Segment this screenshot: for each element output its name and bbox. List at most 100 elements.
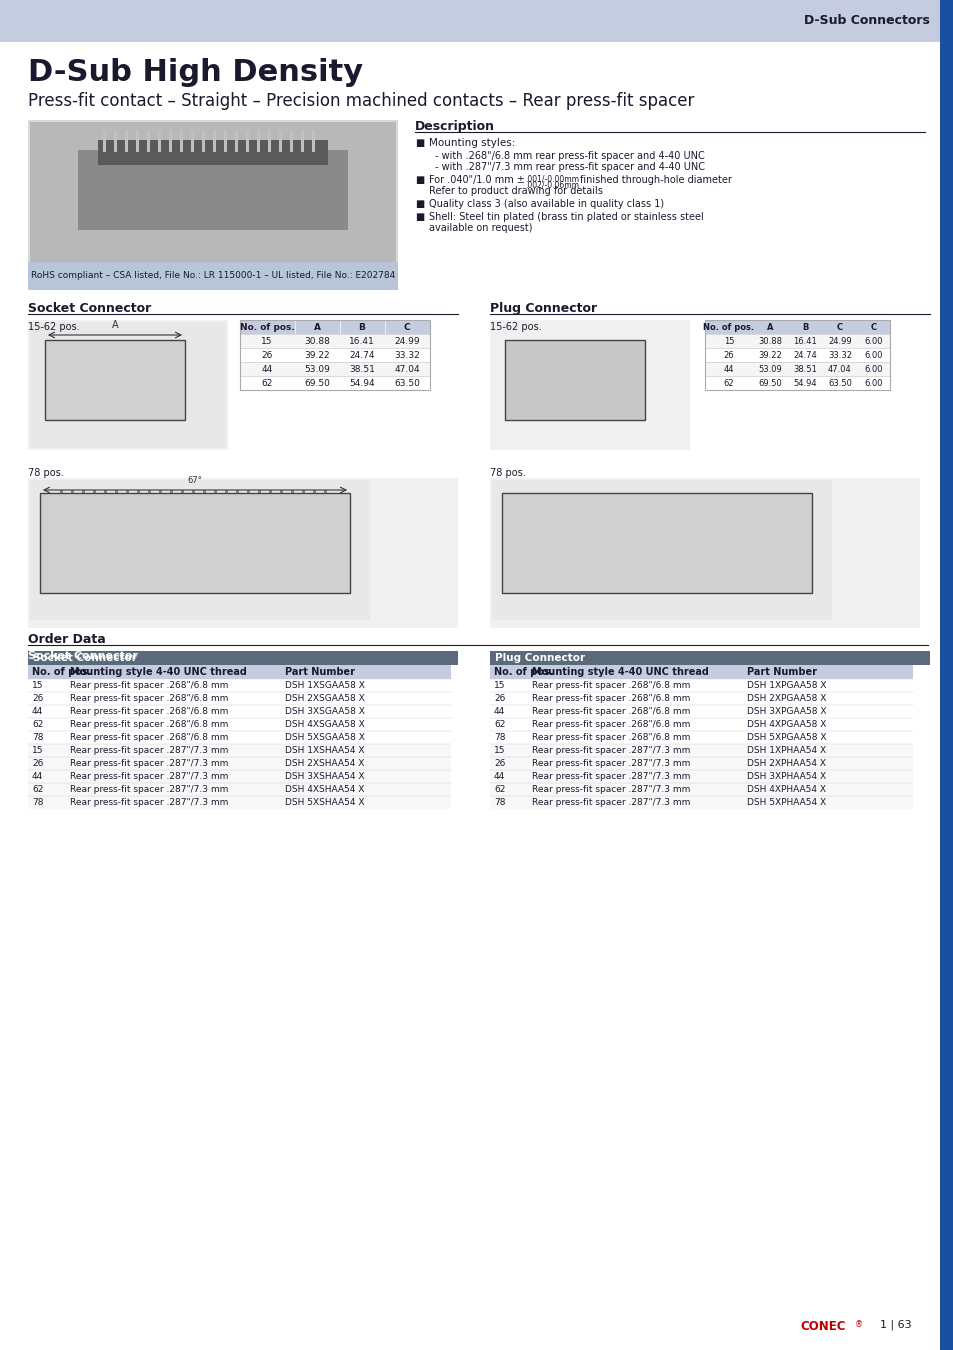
Text: CONEC: CONEC: [800, 1320, 844, 1332]
Text: No. of pos.: No. of pos.: [494, 667, 553, 676]
Text: DSH 2XPGAA58 X: DSH 2XPGAA58 X: [746, 694, 825, 703]
Text: Shell: Steel tin plated (brass tin plated or stainless steel: Shell: Steel tin plated (brass tin plate…: [429, 212, 703, 221]
Text: 15: 15: [32, 747, 44, 755]
Text: available on request): available on request): [429, 223, 532, 234]
Text: Socket Connector: Socket Connector: [28, 651, 138, 661]
Text: 38.51: 38.51: [349, 364, 375, 374]
Text: DSH 1XSHAA54 X: DSH 1XSHAA54 X: [285, 747, 364, 755]
Bar: [30, 323, 226, 448]
Bar: [302, 490, 305, 502]
Text: A: A: [766, 323, 773, 332]
Text: DSH 4XSHAA54 X: DSH 4XSHAA54 X: [285, 784, 364, 794]
Text: DSH 3XSGAA58 X: DSH 3XSGAA58 X: [285, 707, 364, 716]
Text: Rear press-fit spacer .287"/7.3 mm: Rear press-fit spacer .287"/7.3 mm: [70, 759, 228, 768]
Text: Rear press-fit spacer .287"/7.3 mm: Rear press-fit spacer .287"/7.3 mm: [70, 747, 228, 755]
Bar: [28, 757, 451, 769]
Bar: [28, 783, 451, 796]
FancyBboxPatch shape: [501, 493, 811, 593]
Text: 24.99: 24.99: [394, 336, 419, 346]
Text: DSH 2XSHAA54 X: DSH 2XSHAA54 X: [285, 759, 364, 768]
Text: Rear press-fit spacer .287"/7.3 mm: Rear press-fit spacer .287"/7.3 mm: [532, 747, 690, 755]
Bar: [490, 666, 912, 679]
Text: 54.94: 54.94: [792, 378, 816, 387]
Bar: [490, 718, 912, 730]
Text: 78: 78: [32, 798, 44, 807]
Text: 15: 15: [494, 747, 505, 755]
Text: Socket Connector: Socket Connector: [28, 302, 152, 315]
Bar: [28, 320, 228, 450]
Text: 47.04: 47.04: [394, 364, 419, 374]
Text: 38.51: 38.51: [792, 364, 816, 374]
Text: Rear press-fit spacer .268"/6.8 mm: Rear press-fit spacer .268"/6.8 mm: [532, 694, 690, 703]
Text: DSH 5XPHAA54 X: DSH 5XPHAA54 X: [746, 798, 825, 807]
Text: Rear press-fit spacer .287"/7.3 mm: Rear press-fit spacer .287"/7.3 mm: [532, 798, 690, 807]
Text: D-Sub Connectors: D-Sub Connectors: [803, 15, 929, 27]
Text: Rear press-fit spacer .268"/6.8 mm: Rear press-fit spacer .268"/6.8 mm: [532, 680, 690, 690]
Text: For .040"/1.0 mm ±: For .040"/1.0 mm ±: [429, 176, 524, 185]
Bar: [203, 490, 206, 502]
Text: Rear press-fit spacer .268"/6.8 mm: Rear press-fit spacer .268"/6.8 mm: [532, 707, 690, 716]
Bar: [71, 490, 74, 502]
Text: 63.50: 63.50: [827, 378, 851, 387]
Bar: [98, 140, 328, 165]
Text: A: A: [112, 320, 118, 329]
Text: DSH 4XPGAA58 X: DSH 4XPGAA58 X: [746, 720, 825, 729]
Bar: [28, 120, 397, 290]
Bar: [28, 705, 451, 718]
Bar: [28, 769, 451, 783]
Bar: [28, 744, 451, 757]
Text: Rear press-fit spacer .287"/7.3 mm: Rear press-fit spacer .287"/7.3 mm: [532, 772, 690, 782]
Text: Mounting style 4-40 UNC thread: Mounting style 4-40 UNC thread: [70, 667, 247, 676]
Text: 62: 62: [723, 378, 734, 387]
Text: 16.41: 16.41: [349, 336, 375, 346]
Text: Press-fit contact – Straight – Precision machined contacts – Rear press-fit spac: Press-fit contact – Straight – Precision…: [28, 92, 694, 109]
Text: No. of pos.: No. of pos.: [239, 323, 294, 332]
Text: 63.50: 63.50: [394, 378, 419, 387]
Text: C: C: [870, 323, 876, 332]
Bar: [490, 651, 929, 666]
Bar: [291, 490, 294, 502]
Bar: [104, 490, 107, 502]
Bar: [240, 377, 430, 390]
Text: DSH 2XPHAA54 X: DSH 2XPHAA54 X: [746, 759, 825, 768]
Text: 62: 62: [32, 720, 43, 729]
Bar: [191, 130, 193, 153]
Text: 1 | 63: 1 | 63: [879, 1320, 911, 1331]
Text: 47.04: 47.04: [827, 364, 851, 374]
Bar: [704, 320, 889, 390]
Bar: [0, 0, 953, 42]
Text: 39.22: 39.22: [304, 351, 330, 359]
Bar: [268, 130, 271, 153]
Text: 44: 44: [723, 364, 734, 374]
Text: 26: 26: [723, 351, 734, 359]
Bar: [28, 730, 451, 744]
Bar: [492, 481, 831, 620]
Bar: [60, 490, 63, 502]
Bar: [55, 498, 335, 558]
Bar: [257, 490, 261, 502]
Bar: [169, 130, 172, 153]
Text: 54.94: 54.94: [349, 378, 375, 387]
Text: DSH 3XSHAA54 X: DSH 3XSHAA54 X: [285, 772, 364, 782]
Bar: [490, 744, 912, 757]
Bar: [247, 490, 250, 502]
Text: 78 pos.: 78 pos.: [490, 468, 525, 478]
Text: 15: 15: [261, 336, 273, 346]
Text: Rear press-fit spacer .287"/7.3 mm: Rear press-fit spacer .287"/7.3 mm: [532, 759, 690, 768]
Text: 6.00: 6.00: [863, 336, 882, 346]
Bar: [78, 150, 348, 230]
Bar: [704, 320, 889, 333]
Bar: [490, 693, 912, 705]
Text: Rear press-fit spacer .268"/6.8 mm: Rear press-fit spacer .268"/6.8 mm: [532, 720, 690, 729]
Bar: [192, 490, 194, 502]
Text: B: B: [801, 323, 807, 332]
Text: .002/-0.06mm: .002/-0.06mm: [524, 180, 578, 189]
Bar: [490, 783, 912, 796]
Text: DSH 1XPHAA54 X: DSH 1XPHAA54 X: [746, 747, 825, 755]
Bar: [28, 262, 397, 290]
Bar: [240, 333, 430, 348]
Bar: [159, 490, 162, 502]
Bar: [181, 490, 184, 502]
Text: No. of pos.: No. of pos.: [32, 667, 91, 676]
Text: Plug Connector: Plug Connector: [490, 302, 597, 315]
